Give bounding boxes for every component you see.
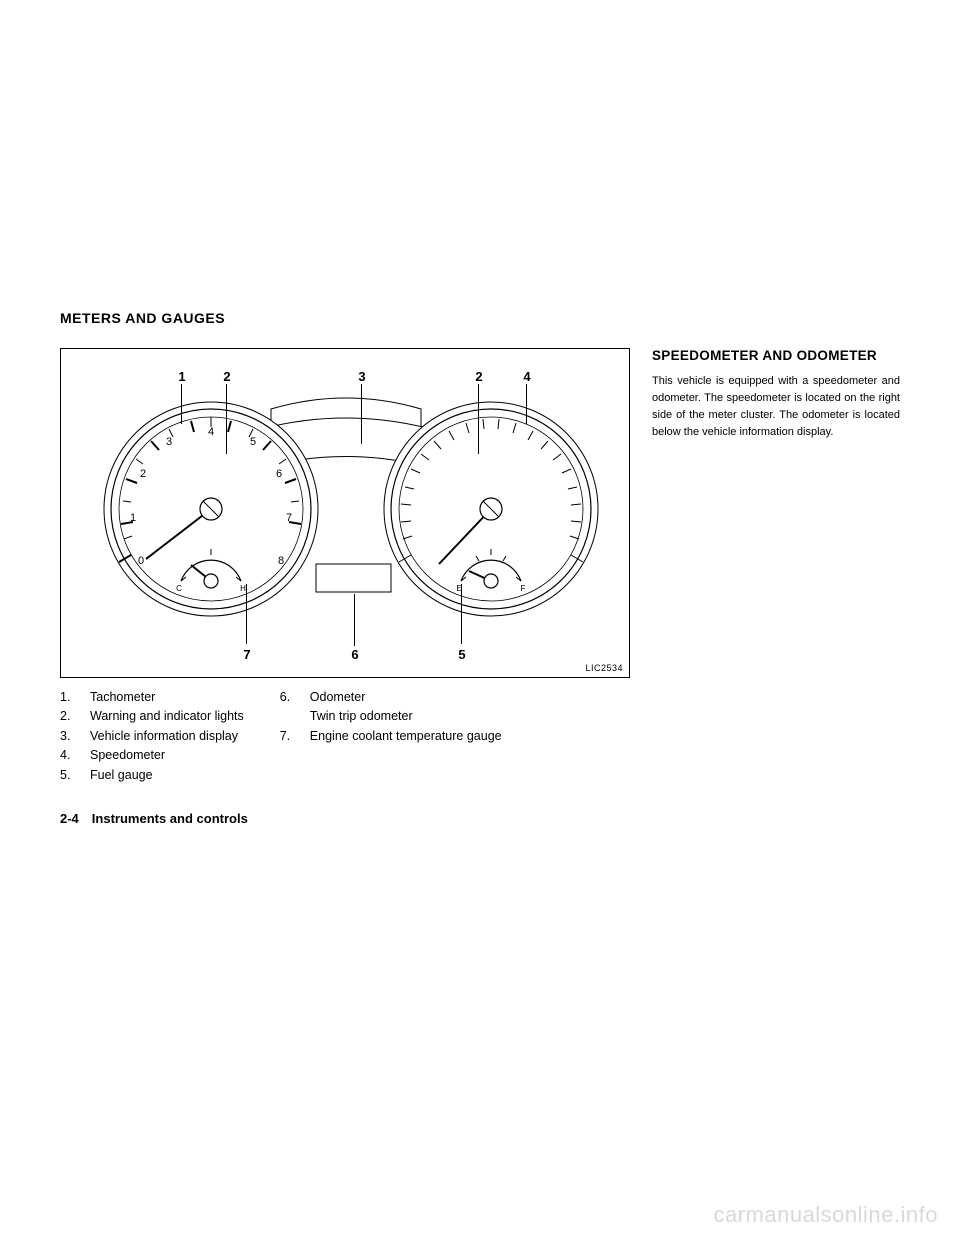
cluster-svg: 0 1 2 3 4 5 6 7 8	[61, 349, 631, 679]
legend: 1.Tachometer 2.Warning and indicator lig…	[60, 688, 630, 785]
tach-n6: 6	[276, 468, 282, 480]
legend-col-left: 1.Tachometer 2.Warning and indicator lig…	[60, 688, 244, 785]
callout-2b: 2	[473, 369, 485, 384]
figure-code: LIC2534	[585, 663, 623, 673]
callout-2a: 2	[221, 369, 233, 384]
tach-n8: 8	[278, 555, 284, 567]
temp-low: C	[176, 584, 182, 593]
body-paragraph: This vehicle is equipped with a speedome…	[652, 373, 900, 441]
tach-n5: 5	[250, 436, 256, 448]
tach-n0: 0	[138, 555, 144, 567]
legend-col-right: 6.Odometer Twin trip odometer 7.Engine c…	[280, 688, 502, 785]
section-header: METERS AND GAUGES	[60, 310, 900, 326]
callout-4: 4	[521, 369, 533, 384]
watermark: carmanualsonline.info	[713, 1202, 938, 1228]
tach-n2: 2	[140, 468, 146, 480]
tach-n1: 1	[130, 512, 136, 524]
tach-n3: 3	[166, 436, 172, 448]
fuel-high: F	[521, 584, 526, 593]
subsection-header: SPEEDOMETER AND ODOMETER	[652, 348, 900, 363]
callout-7: 7	[241, 647, 253, 662]
callout-5: 5	[456, 647, 468, 662]
callout-3: 3	[356, 369, 368, 384]
instrument-cluster-figure: 1 2 3 2 4 7 6 5	[60, 348, 630, 678]
tach-n4: 4	[208, 426, 214, 438]
callout-1: 1	[176, 369, 188, 384]
callout-6: 6	[349, 647, 361, 662]
page-footer: 2-4 Instruments and controls	[60, 811, 630, 826]
tach-n7: 7	[286, 512, 292, 524]
